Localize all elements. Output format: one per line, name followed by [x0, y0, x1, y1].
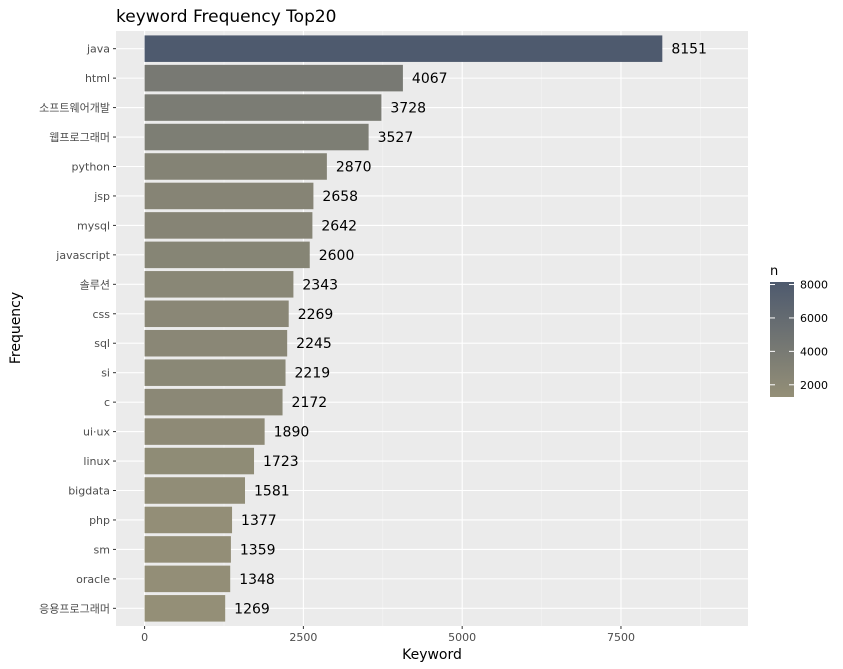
legend-title: n — [770, 264, 778, 279]
bar — [144, 64, 403, 92]
bar-value-label: 8151 — [671, 42, 707, 58]
bar — [144, 418, 265, 445]
bar-value-label: 2870 — [336, 159, 372, 175]
bar-value-label: 1723 — [263, 454, 299, 470]
y-tick-label: css — [92, 308, 110, 321]
x-axis-tick-labels: 0 2500 5000 7500 — [141, 626, 635, 644]
chart-title: keyword Frequency Top20 — [116, 7, 337, 27]
bar — [144, 35, 663, 62]
legend-color-bar — [770, 282, 794, 397]
x-tick-label: 7500 — [607, 631, 635, 644]
bar — [144, 300, 289, 328]
y-tick-label: html — [85, 72, 110, 85]
bar-value-label: 2219 — [295, 366, 331, 382]
bar-value-label: 1377 — [241, 513, 277, 529]
bar — [144, 241, 310, 269]
bar — [144, 536, 231, 563]
bar — [144, 94, 382, 121]
y-tick-label: java — [86, 43, 110, 56]
bar — [144, 123, 369, 151]
y-tick-label: mysql — [77, 219, 110, 232]
bar — [144, 359, 286, 386]
bar-value-label: 4067 — [412, 71, 448, 87]
y-tick-label: 솔루션 — [80, 278, 110, 291]
legend-tick-label: 8000 — [800, 279, 828, 292]
y-tick-label: ui·ux — [83, 426, 110, 439]
bar-value-label: 1359 — [240, 542, 276, 558]
legend-tick-label: 4000 — [800, 345, 828, 358]
bar-value-label: 2245 — [296, 336, 332, 352]
y-tick-label: python — [72, 160, 111, 173]
bar-value-label: 2343 — [302, 277, 338, 293]
x-tick-label: 2500 — [289, 631, 317, 644]
bar — [144, 506, 233, 534]
y-tick-label: 웹프로그래머 — [49, 131, 110, 144]
y-tick-label: oracle — [76, 573, 110, 586]
y-tick-label: jsp — [93, 190, 110, 203]
bar-value-label: 2269 — [298, 307, 334, 323]
bar-value-label: 2642 — [321, 218, 357, 234]
bar — [144, 565, 231, 593]
bar-value-label: 3527 — [378, 130, 414, 146]
bar — [144, 182, 314, 210]
y-tick-label: c — [104, 396, 110, 409]
y-axis-title: Frequency — [8, 292, 24, 364]
bar-value-label: 1348 — [239, 572, 275, 588]
bar-value-label: 2172 — [292, 395, 328, 411]
bar-value-label: 2658 — [322, 189, 358, 205]
bar — [144, 447, 255, 475]
x-tick-label: 5000 — [448, 631, 476, 644]
color-legend: n 2000 4000 6000 8000 — [770, 264, 828, 397]
x-axis-title: Keyword — [402, 647, 462, 663]
bar-value-label: 2600 — [319, 248, 355, 264]
bar — [144, 153, 327, 180]
x-tick-label: 0 — [141, 631, 148, 644]
legend-ticks: 2000 4000 6000 8000 — [770, 279, 828, 392]
y-tick-label: sql — [94, 337, 110, 350]
bar — [144, 212, 313, 239]
bar — [144, 388, 283, 416]
bar — [144, 271, 294, 298]
bars — [144, 35, 663, 622]
bar-value-label: 3728 — [390, 101, 426, 117]
y-tick-label: si — [101, 367, 110, 380]
legend-tick-label: 2000 — [800, 379, 828, 392]
y-tick-label: bigdata — [68, 485, 110, 498]
y-tick-label: php — [89, 514, 110, 527]
bar — [144, 477, 246, 504]
bar-value-label: 1581 — [254, 484, 290, 500]
bar — [144, 329, 288, 357]
y-tick-label: sm — [94, 543, 110, 556]
bar-value-label: 1890 — [274, 425, 310, 441]
bar-value-labels: 8151 4067 3728 3527 2870 2658 2642 2600 2343 2269… — [234, 42, 707, 618]
bar-value-label: 1269 — [234, 601, 270, 617]
y-tick-label: javascript — [55, 249, 110, 262]
y-tick-label: 소프트웨어개발 — [39, 102, 110, 115]
bar — [144, 595, 226, 622]
legend-tick-label: 6000 — [800, 312, 828, 325]
y-tick-label: 응용프로그래머 — [39, 602, 110, 615]
y-tick-label: linux — [83, 455, 110, 468]
